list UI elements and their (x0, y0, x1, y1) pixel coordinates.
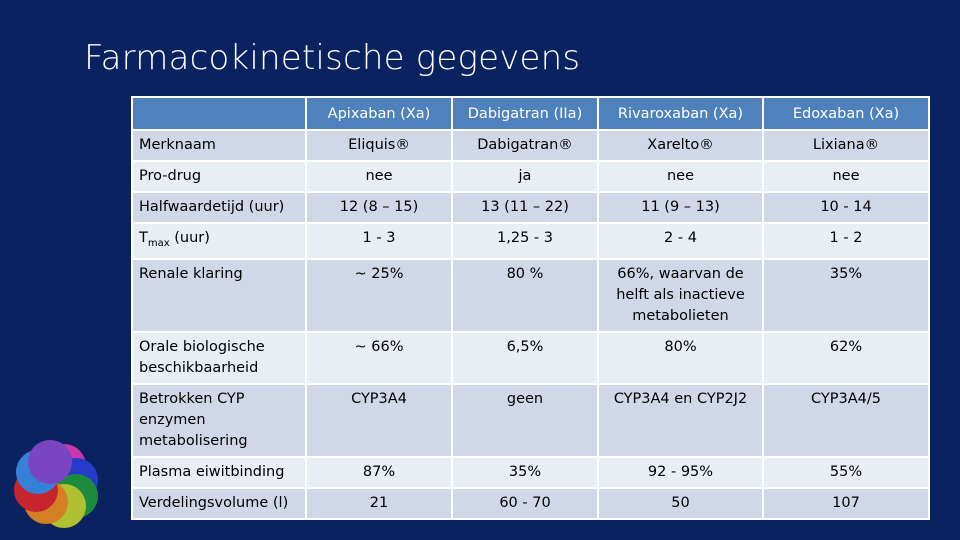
table-cell: nee (305, 160, 453, 193)
pharmacokinetics-table: Apixaban (Xa) Dabigatran (IIa) Rivaroxab… (131, 96, 930, 520)
table-cell: geen (451, 382, 599, 458)
table-row: Betrokken CYP enzymen metabolisering CYP… (131, 382, 930, 458)
color-circles-logo-icon (14, 440, 98, 528)
table-row: Merknaam Eliquis® Dabigatran® Xarelto® L… (131, 129, 930, 162)
table-row: Orale biologische beschikbaarheid ~ 66% … (131, 330, 930, 385)
row-label: Betrokken CYP enzymen metabolisering (131, 382, 307, 458)
row-label-rest: (uur) (169, 230, 210, 246)
table-cell: 80% (597, 330, 764, 385)
table-cell: 13 (11 – 22) (451, 191, 599, 224)
table-cell: 11 (9 – 13) (597, 191, 764, 224)
row-label: Orale biologische beschikbaarheid (131, 330, 307, 385)
table-row: Halfwaardetijd (uur) 12 (8 – 15) 13 (11 … (131, 191, 930, 224)
table-row: Tmax (uur) 1 - 3 1,25 - 3 2 - 4 1 - 2 (131, 222, 930, 260)
header-rivaroxaban: Rivaroxaban (Xa) (597, 96, 764, 131)
row-label: Verdelingsvolume (l) (131, 486, 307, 520)
table-row: Verdelingsvolume (l) 21 60 - 70 50 107 (131, 486, 930, 520)
table-cell: 21 (305, 486, 453, 520)
row-label-main: T (139, 230, 148, 246)
table-cell: 2 - 4 (597, 222, 764, 260)
table-cell: CYP3A4 (305, 382, 453, 458)
table-cell: Xarelto® (597, 129, 764, 162)
table-row: Pro-drug nee ja nee nee (131, 160, 930, 193)
table-cell: 10 - 14 (762, 191, 930, 224)
header-edoxaban: Edoxaban (Xa) (762, 96, 930, 131)
table-cell: 1 - 3 (305, 222, 453, 260)
header-apixaban: Apixaban (Xa) (305, 96, 453, 131)
table-row: Plasma eiwitbinding 87% 35% 92 - 95% 55% (131, 455, 930, 489)
row-label: Pro-drug (131, 160, 307, 193)
row-label: Merknaam (131, 129, 307, 162)
table-cell: 80 % (451, 257, 599, 333)
table-cell: 35% (762, 257, 930, 333)
table-cell: 1,25 - 3 (451, 222, 599, 260)
table-cell: 60 - 70 (451, 486, 599, 520)
table-cell: Lixiana® (762, 129, 930, 162)
table-cell: CYP3A4 en CYP2J2 (597, 382, 764, 458)
table-cell: nee (762, 160, 930, 193)
table-cell: ja (451, 160, 599, 193)
row-label: Tmax (uur) (131, 222, 307, 260)
table-cell: Eliquis® (305, 129, 453, 162)
table-cell: ~ 25% (305, 257, 453, 333)
table-cell: 50 (597, 486, 764, 520)
slide-title: Farmacokinetische gegevens (84, 38, 581, 78)
table-cell: nee (597, 160, 764, 193)
table-cell: CYP3A4/5 (762, 382, 930, 458)
table-cell: 87% (305, 455, 453, 489)
table-cell: 6,5% (451, 330, 599, 385)
table-cell: 62% (762, 330, 930, 385)
row-label: Plasma eiwitbinding (131, 455, 307, 489)
table-cell: 1 - 2 (762, 222, 930, 260)
table-cell: Dabigatran® (451, 129, 599, 162)
table-cell: ~ 66% (305, 330, 453, 385)
header-corner (131, 96, 307, 131)
table-row: Renale klaring ~ 25% 80 % 66%, waarvan d… (131, 257, 930, 333)
table-cell: 92 - 95% (597, 455, 764, 489)
row-label: Renale klaring (131, 257, 307, 333)
table-cell: 12 (8 – 15) (305, 191, 453, 224)
table-header-row: Apixaban (Xa) Dabigatran (IIa) Rivaroxab… (131, 96, 930, 131)
header-dabigatran: Dabigatran (IIa) (451, 96, 599, 131)
table-cell: 55% (762, 455, 930, 489)
table-cell: 107 (762, 486, 930, 520)
row-label: Halfwaardetijd (uur) (131, 191, 307, 224)
table-cell: 35% (451, 455, 599, 489)
row-label-subscript: max (147, 237, 170, 249)
table-cell: 66%, waarvan de helft als inactieve meta… (597, 257, 764, 333)
